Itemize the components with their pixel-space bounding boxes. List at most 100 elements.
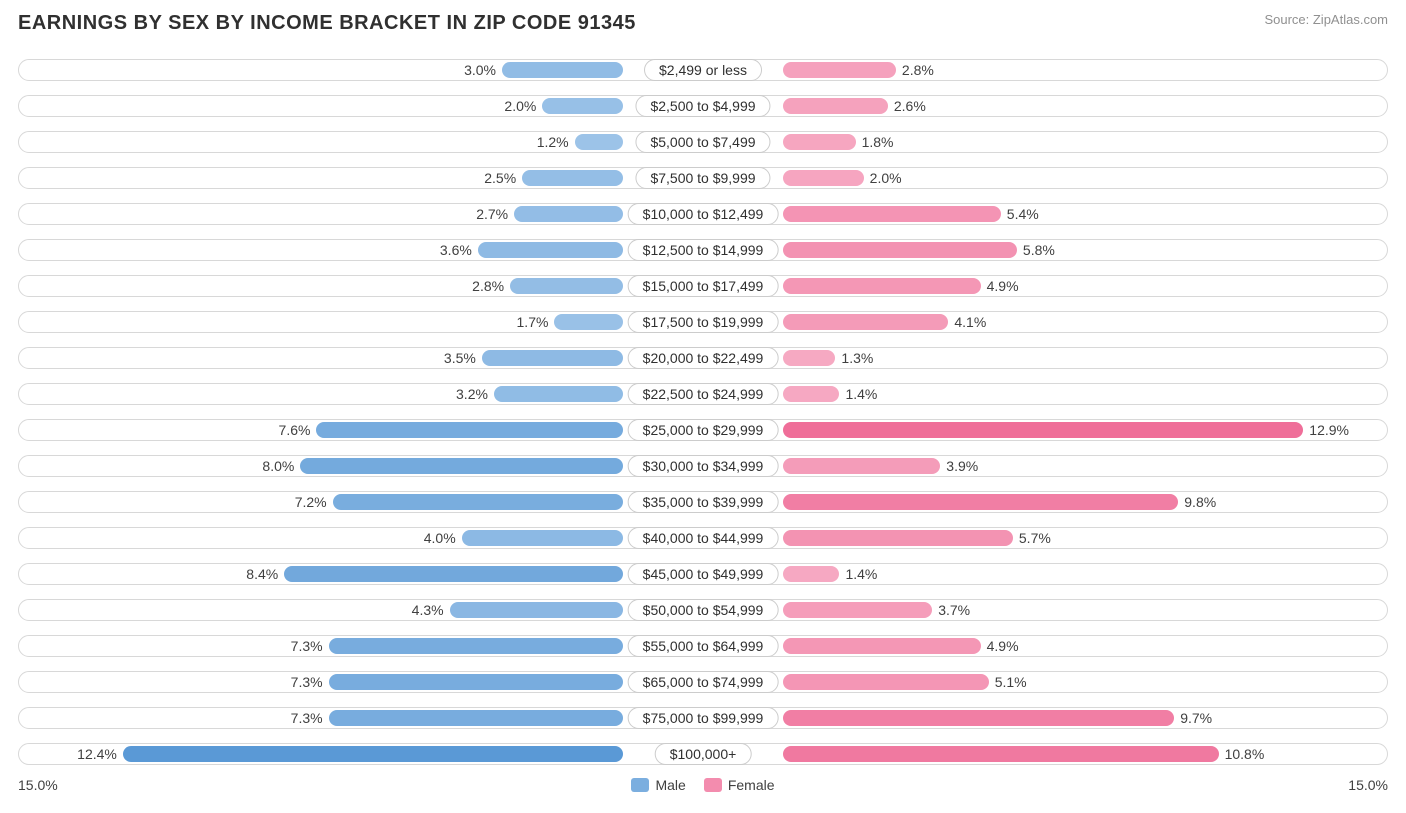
male-value: 8.0%: [262, 458, 294, 474]
female-side: 4.9%: [703, 635, 1388, 657]
female-side: 5.8%: [703, 239, 1388, 261]
male-bar: [522, 170, 623, 186]
legend-item-female: Female: [704, 777, 775, 793]
male-bar: [510, 278, 623, 294]
chart-row: 3.0% 2.8% $2,499 or less: [18, 53, 1388, 87]
male-value: 7.3%: [291, 638, 323, 654]
category-label: $55,000 to $64,999: [628, 635, 779, 657]
female-side: 5.7%: [703, 527, 1388, 549]
female-bar: [783, 494, 1178, 510]
male-bar: [300, 458, 623, 474]
chart-row: 7.3%5.1%$65,000 to $74,999: [18, 665, 1388, 699]
chart-row: 2.5%2.0%$7,500 to $9,999: [18, 161, 1388, 195]
female-side: 1.3%: [703, 347, 1388, 369]
category-label: $30,000 to $34,999: [628, 455, 779, 477]
male-side: 8.0%: [18, 455, 703, 477]
female-bar: [783, 98, 888, 114]
legend-swatch-male: [631, 778, 649, 792]
male-bar: [478, 242, 623, 258]
male-bar: [462, 530, 623, 546]
female-value: 2.8%: [902, 62, 934, 78]
male-side: 12.4%: [18, 743, 703, 765]
legend-label-female: Female: [728, 777, 775, 793]
diverging-bar-chart: 3.0% 2.8% $2,499 or less 2.0%2.6%$2,500 to …: [18, 53, 1388, 771]
female-bar: [783, 134, 856, 150]
male-value: 8.4%: [246, 566, 278, 582]
chart-row: 7.3% 4.9%$55,000 to $64,999: [18, 629, 1388, 663]
male-bar: [329, 638, 623, 654]
male-side: 7.3%: [18, 671, 703, 693]
female-side: 2.8%: [703, 59, 1388, 81]
female-bar: [783, 674, 989, 690]
female-value: 1.8%: [862, 134, 894, 150]
male-value: 2.0%: [504, 98, 536, 114]
male-value: 7.2%: [295, 494, 327, 510]
female-value: 3.9%: [946, 458, 978, 474]
male-bar: [554, 314, 623, 330]
male-value: 3.6%: [440, 242, 472, 258]
female-bar: [783, 278, 981, 294]
chart-row: 3.5%1.3%$20,000 to $22,499: [18, 341, 1388, 375]
male-value: 3.0%: [464, 62, 496, 78]
female-value: 4.1%: [954, 314, 986, 330]
male-side: 3.5%: [18, 347, 703, 369]
male-bar: [575, 134, 623, 150]
female-side: 5.1%: [703, 671, 1388, 693]
chart-row: 4.0%5.7%$40,000 to $44,999: [18, 521, 1388, 555]
male-side: 3.2%: [18, 383, 703, 405]
female-bar: [783, 314, 948, 330]
axis-max-left: 15.0%: [18, 777, 58, 793]
female-value: 12.9%: [1309, 422, 1349, 438]
male-value: 7.6%: [279, 422, 311, 438]
category-label: $25,000 to $29,999: [628, 419, 779, 441]
chart-row: 3.6% 5.8%$12,500 to $14,999: [18, 233, 1388, 267]
male-side: 8.4%: [18, 563, 703, 585]
male-bar: [502, 62, 623, 78]
male-side: 7.6%: [18, 419, 703, 441]
male-side: 2.8%: [18, 275, 703, 297]
female-side: 5.4%: [703, 203, 1388, 225]
category-label: $2,499 or less: [644, 59, 762, 81]
male-bar: [333, 494, 623, 510]
chart-title: EARNINGS BY SEX BY INCOME BRACKET IN ZIP…: [18, 12, 636, 35]
female-side: 1.8%: [703, 131, 1388, 153]
chart-row: 1.2%1.8%$5,000 to $7,499: [18, 125, 1388, 159]
category-label: $10,000 to $12,499: [628, 203, 779, 225]
chart-row: 3.2%1.4%$22,500 to $24,999: [18, 377, 1388, 411]
category-label: $75,000 to $99,999: [628, 707, 779, 729]
male-value: 3.2%: [456, 386, 488, 402]
chart-row: 2.0%2.6%$2,500 to $4,999: [18, 89, 1388, 123]
female-bar: [783, 62, 896, 78]
male-bar: [494, 386, 623, 402]
category-label: $12,500 to $14,999: [628, 239, 779, 261]
male-side: 4.3%: [18, 599, 703, 621]
male-value: 2.7%: [476, 206, 508, 222]
male-bar: [514, 206, 623, 222]
female-bar: [783, 566, 839, 582]
male-bar: [284, 566, 623, 582]
chart-row: 4.3%3.7%$50,000 to $54,999: [18, 593, 1388, 627]
male-value: 12.4%: [77, 746, 117, 762]
legend-label-male: Male: [655, 777, 685, 793]
female-bar: [783, 710, 1174, 726]
female-side: 4.9%: [703, 275, 1388, 297]
male-bar: [329, 710, 623, 726]
female-side: 9.8%: [703, 491, 1388, 513]
female-value: 10.8%: [1225, 746, 1265, 762]
legend-swatch-female: [704, 778, 722, 792]
female-value: 9.8%: [1184, 494, 1216, 510]
female-bar: [783, 530, 1013, 546]
category-label: $15,000 to $17,499: [628, 275, 779, 297]
female-bar: [783, 422, 1303, 438]
male-bar: [450, 602, 623, 618]
male-value: 2.8%: [472, 278, 504, 294]
chart-row: 7.6% 12.9% $25,000 to $29,999: [18, 413, 1388, 447]
female-bar: [783, 602, 932, 618]
chart-row: 8.4%1.4%$45,000 to $49,999: [18, 557, 1388, 591]
female-side: 1.4%: [703, 563, 1388, 585]
female-side: 2.0%: [703, 167, 1388, 189]
female-side: 10.8%: [703, 743, 1388, 765]
category-label: $35,000 to $39,999: [628, 491, 779, 513]
male-side: 7.3%: [18, 707, 703, 729]
male-value: 4.3%: [412, 602, 444, 618]
